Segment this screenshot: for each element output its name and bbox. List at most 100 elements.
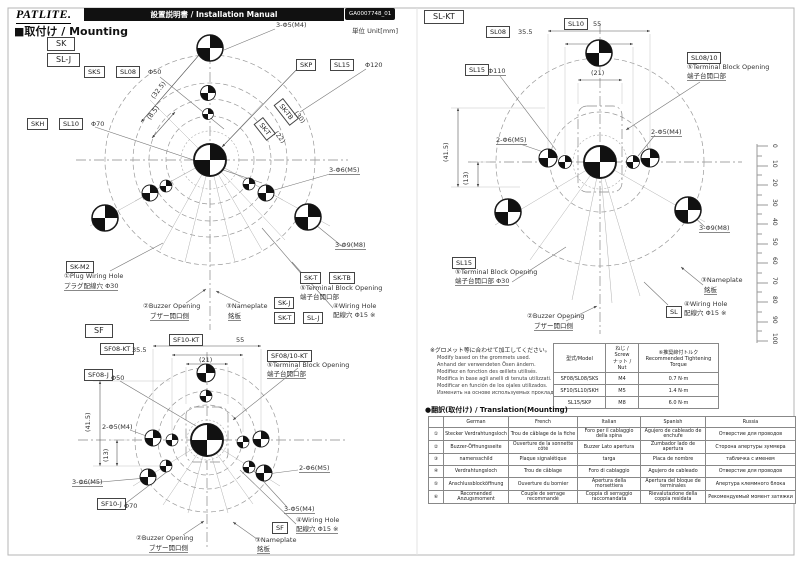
dim-label: 35.5 (132, 346, 147, 354)
callout-terminal-block-jp: 端子台開口部 (300, 293, 339, 301)
callout-buzzer-opening-jp: ブザー開口側 (150, 312, 189, 322)
translation-cell: Trou de câblage (508, 465, 578, 478)
model-badge-sf08-10-kt: SF08/10-KT (267, 350, 312, 362)
callout-nameplate: ③Nameplate (226, 302, 268, 310)
model-badge-skh: SKH (27, 118, 49, 130)
translation-header: German (443, 416, 509, 428)
translation-cell: Ouverture du bornier (508, 477, 578, 491)
translation-header: Italian (577, 416, 641, 428)
translation-table: German French Italian Spanish Russia ① S… (428, 416, 796, 504)
ruler-tick-label: 10 (771, 160, 778, 168)
callout-buzzer-opening: ②Buzzer Opening (143, 302, 201, 310)
model-badge-skp: SKP (296, 59, 317, 71)
translation-cell: Рекомендуемый момент затяжки (705, 490, 796, 504)
model-badge-sf10-j: SF10-J (97, 498, 126, 510)
ruler-tick-label: 90 (771, 316, 778, 324)
translation-row: ② Buzzer-Öffnungsseite Ouverture de la s… (428, 440, 796, 454)
model-badge-sl08: SL08 (486, 26, 511, 38)
translation-cell: Couple de serrage recommandé (508, 490, 578, 504)
manual-title-bar: 設置説明書 / Installation Manual (84, 8, 344, 21)
callout-plug-wiring-hole: ①Plug Wiring Hole (64, 272, 124, 280)
dim-label: (21) (591, 69, 605, 77)
callout-terminal-block-jp: 端子台開口部 Φ30 (455, 277, 510, 287)
grommet-note-line: Modifica in base agli anelli di tenuta u… (437, 376, 552, 382)
translation-row: ⑤ Anschlussblocköffnung Ouverture du bor… (428, 477, 796, 491)
translation-table-title: ●翻訳(取付け) / Translation(Mounting) (425, 406, 568, 414)
ruler-tick-label: 80 (771, 296, 778, 304)
translation-cell: Сторона апертуры зуммера (705, 440, 796, 454)
dim-label: 35.5 (518, 28, 533, 36)
translation-cell: Отверстие для проводов (705, 465, 796, 478)
model-badge-sk-m2: SK-M2 (66, 261, 94, 273)
translation-cell: табличка с именем (705, 453, 796, 466)
callout-wiring-hole: ④Wiring Hole (684, 300, 728, 308)
translation-cell: Foro di cablaggio (577, 465, 641, 478)
torque-cell-model: SF10/SL10/SKH (553, 384, 606, 397)
dim-label: (13) (462, 171, 470, 185)
callout-terminal-block-jp: 端子台開口部 (267, 370, 306, 380)
dim-label: (21) (199, 356, 213, 364)
hole-spec-label: 3-Φ5(M4) (284, 505, 315, 515)
translation-cell: Ouverture de la sonnette côté (508, 440, 578, 454)
model-badge-sf08-j: SF08-J (84, 369, 113, 381)
translation-cell: Agujero de cableado (640, 465, 706, 478)
hole-spec-label: 2-Φ6(M5) (299, 464, 330, 474)
model-badge-sl-j: SL-J (47, 53, 81, 67)
translation-row-number: ② (428, 440, 444, 454)
model-badge-sl10: SL10 (59, 118, 84, 130)
diameter-label: Φ110 (488, 67, 506, 77)
unit-label: 単位 Unit[mm] (352, 27, 399, 35)
model-badge-sl15: SL15 (465, 64, 490, 76)
torque-row: SF08/SL08/SKS M4 0.7 N·m (553, 372, 719, 385)
translation-cell: Agujero de cableado de enchufe (640, 427, 706, 441)
hole-spec-label: 3-Φ5(M4) (276, 21, 307, 29)
callout-buzzer-opening: ②Buzzer Opening (136, 534, 194, 542)
diameter-label: Φ120 (365, 61, 383, 69)
torque-row: SL15/SKP M8 6.0 N·m (553, 396, 719, 409)
translation-cell: namensschild (443, 453, 509, 466)
diameter-label: Φ50 (111, 374, 125, 382)
torque-cell-model: SF08/SL08/SKS (553, 372, 606, 385)
dim-label: 55 (593, 20, 602, 28)
translation-cell: Buzzer-Öffnungsseite (443, 440, 509, 454)
translation-cell: Отверстие для проводов (705, 427, 796, 441)
translation-cell: Coppia di serraggio raccomandata (577, 490, 641, 504)
translation-cell: Trou de câblage de la fiche (508, 427, 578, 441)
translation-cell: Rievalutazione della coppia residata (640, 490, 706, 504)
torque-cell-screw: M8 (605, 396, 639, 409)
model-badge-sk-j: SK-J (274, 297, 295, 309)
model-badge-sf: SF (85, 324, 113, 338)
ruler-tick-label: 100 (771, 333, 778, 345)
translation-header: Russia (705, 416, 796, 428)
translation-row-number: ⑥ (428, 490, 444, 504)
model-badge-sf08-kt: SF08-KT (100, 343, 135, 355)
torque-row: SF10/SL10/SKH M5 1.4 N·m (553, 384, 719, 397)
diameter-label: Φ70 (91, 120, 105, 128)
dim-label: 55 (236, 336, 245, 344)
diameter-label: Φ70 (124, 502, 138, 510)
translation-cell: Apertura della morsettiera (577, 477, 641, 491)
callout-wiring-hole-jp: 配線穴 Φ15 ※ (333, 311, 376, 319)
grommet-note-line: Modify based on the grommets used. (437, 355, 531, 361)
torque-cell-value: 1.4 N·m (638, 384, 719, 397)
ruler-tick-label: 20 (771, 179, 778, 187)
model-badge-sk-t: SK-T (274, 312, 296, 324)
torque-cell-screw: M4 (605, 372, 639, 385)
translation-cell: Recomended Anzugsmoment (443, 490, 509, 504)
hole-spec-label: 3-Φ9(M8) (699, 224, 730, 234)
model-badge-sl10: SL10 (564, 18, 589, 30)
diameter-label: Φ50 (148, 68, 162, 76)
model-badge-sl08: SL08 (116, 66, 141, 78)
ruler-scale (756, 144, 768, 343)
torque-cell-screw: M5 (605, 384, 639, 397)
ruler-tick-label: 40 (771, 218, 778, 226)
translation-cell: Placa de nombre (640, 453, 706, 466)
translation-cell: Stecker Verdrahtungsloch (443, 427, 509, 441)
grommet-note-line: Modificar en función de los ojales utili… (437, 383, 548, 389)
translation-header: French (508, 416, 578, 428)
model-badge-sl: SL (666, 306, 682, 318)
ruler-tick-label: 30 (771, 199, 778, 207)
dim-label: (13) (102, 448, 110, 462)
model-badge-sf: SF (272, 522, 288, 534)
